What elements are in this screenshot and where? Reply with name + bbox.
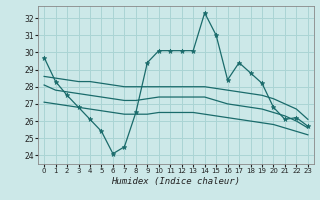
X-axis label: Humidex (Indice chaleur): Humidex (Indice chaleur) xyxy=(111,177,241,186)
